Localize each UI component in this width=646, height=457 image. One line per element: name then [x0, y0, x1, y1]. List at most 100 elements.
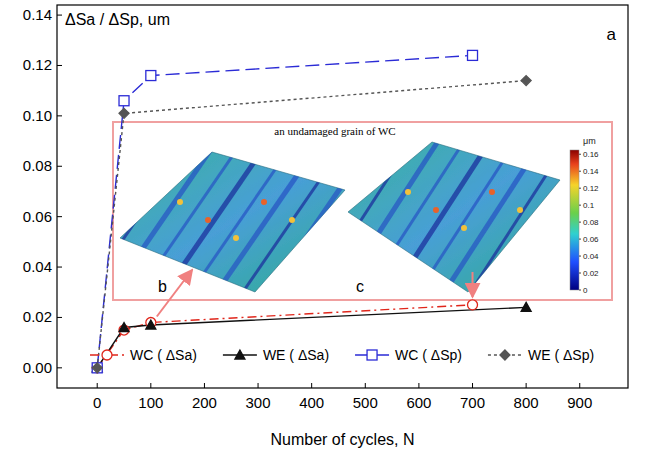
stripe: [308, 132, 418, 302]
colorbar-tick: [579, 273, 581, 274]
y-tick-label: 0.00: [23, 359, 52, 376]
y-tick-label: 0.02: [23, 308, 52, 325]
speckle: [489, 189, 495, 195]
series-line: [97, 305, 472, 368]
speckle: [177, 199, 183, 205]
speckle: [261, 199, 267, 205]
data-point: [119, 108, 129, 118]
data-point: [92, 363, 102, 372]
x-tick: [204, 383, 205, 388]
y-tick-label: 0.14: [23, 6, 52, 23]
x-tick-label: 0: [93, 394, 101, 411]
data-point: [521, 302, 531, 311]
colorbar-tick: [579, 171, 581, 172]
annotation-arrow: [157, 270, 192, 316]
colorbar-tick: [579, 205, 581, 206]
y-tick-label: 0.06: [23, 208, 52, 225]
colorbar-tick-label: 0.08: [583, 218, 599, 227]
colorbar-tick-label: 0.14: [583, 167, 599, 176]
speckle: [461, 225, 467, 231]
speckle: [433, 207, 439, 213]
series-line: [97, 55, 472, 367]
plot-frame: [57, 5, 628, 388]
data-point: [468, 300, 478, 310]
y-tick-label: 0.04: [23, 258, 52, 275]
speckle: [545, 225, 551, 231]
colorbar-tick-label: 0.1: [583, 201, 595, 210]
stripe: [464, 132, 574, 302]
y-tick: [57, 317, 62, 318]
speckle: [317, 235, 323, 241]
stripe: [210, 142, 320, 302]
y-tick: [57, 15, 62, 16]
y-tick-label: 0.10: [23, 107, 52, 124]
inset-panel-letter: b: [158, 278, 167, 295]
surface: [348, 142, 560, 292]
inset-panel-letter: c: [356, 278, 364, 295]
y-axis-title: ΔSa / ΔSp, um: [65, 11, 170, 28]
y-tick: [57, 216, 62, 217]
x-tick: [311, 383, 312, 388]
x-tick: [579, 383, 580, 388]
speckle: [517, 207, 523, 213]
colorbar-label: μm: [583, 136, 596, 146]
inset-frame: [113, 122, 612, 300]
stripe: [438, 132, 548, 302]
data-point: [468, 50, 478, 60]
legend-label: WC ( ΔSp): [395, 347, 462, 363]
x-tick-label: 400: [299, 394, 324, 411]
legend-label: WE ( ΔSp): [528, 347, 594, 363]
surface-texture: [308, 132, 626, 302]
x-axis-title: Number of cycles, N: [270, 431, 414, 448]
colorbar-tick: [579, 239, 581, 240]
data-point: [146, 71, 156, 81]
x-tick-label: 700: [460, 394, 485, 411]
stripe: [236, 142, 346, 302]
data-point: [146, 320, 156, 329]
y-tick: [57, 166, 62, 167]
colorbar-tick: [579, 188, 581, 189]
x-tick: [418, 383, 419, 388]
speckle: [405, 189, 411, 195]
stripe: [334, 132, 444, 302]
stripe: [80, 142, 190, 302]
colorbar-tick: [579, 256, 581, 257]
data-point: [92, 363, 102, 373]
stripe: [490, 132, 600, 302]
series-line: [97, 81, 526, 368]
stripe: [412, 132, 522, 302]
chart: 0.000.020.040.060.080.100.120.1401002003…: [0, 0, 646, 457]
legend-label: WE ( ΔSa): [263, 347, 329, 363]
x-tick: [526, 383, 527, 388]
panel-letter: a: [607, 25, 617, 44]
data-point: [119, 96, 129, 106]
speckle: [205, 217, 211, 223]
series-line: [97, 307, 526, 367]
x-tick-label: 900: [567, 394, 592, 411]
legend-marker: [500, 350, 510, 360]
colorbar-tick: [579, 290, 581, 291]
y-tick: [57, 115, 62, 116]
annotation-arrow: [472, 272, 474, 297]
data-point: [92, 363, 102, 373]
x-tick: [258, 383, 259, 388]
series-group: [92, 50, 531, 372]
colorbar-tick-label: 0.02: [583, 269, 599, 278]
speckle: [289, 217, 295, 223]
x-tick: [365, 383, 366, 388]
x-tick: [150, 383, 151, 388]
data-point: [119, 323, 129, 332]
stripe: [516, 132, 626, 302]
legend: WC ( ΔSa)WE ( ΔSa)WC ( ΔSp)WE ( ΔSp): [90, 347, 594, 363]
colorbar-tick: [579, 222, 581, 223]
surface-texture: [80, 142, 398, 302]
colorbar-tick-label: 0: [583, 286, 588, 295]
x-tick-label: 200: [192, 394, 217, 411]
data-point: [521, 76, 531, 86]
stripe: [184, 142, 294, 302]
colorbar-tick-label: 0.12: [583, 184, 599, 193]
colorbar: [570, 150, 579, 290]
y-tick: [57, 267, 62, 268]
legend-marker: [102, 350, 112, 360]
speckle: [233, 235, 239, 241]
